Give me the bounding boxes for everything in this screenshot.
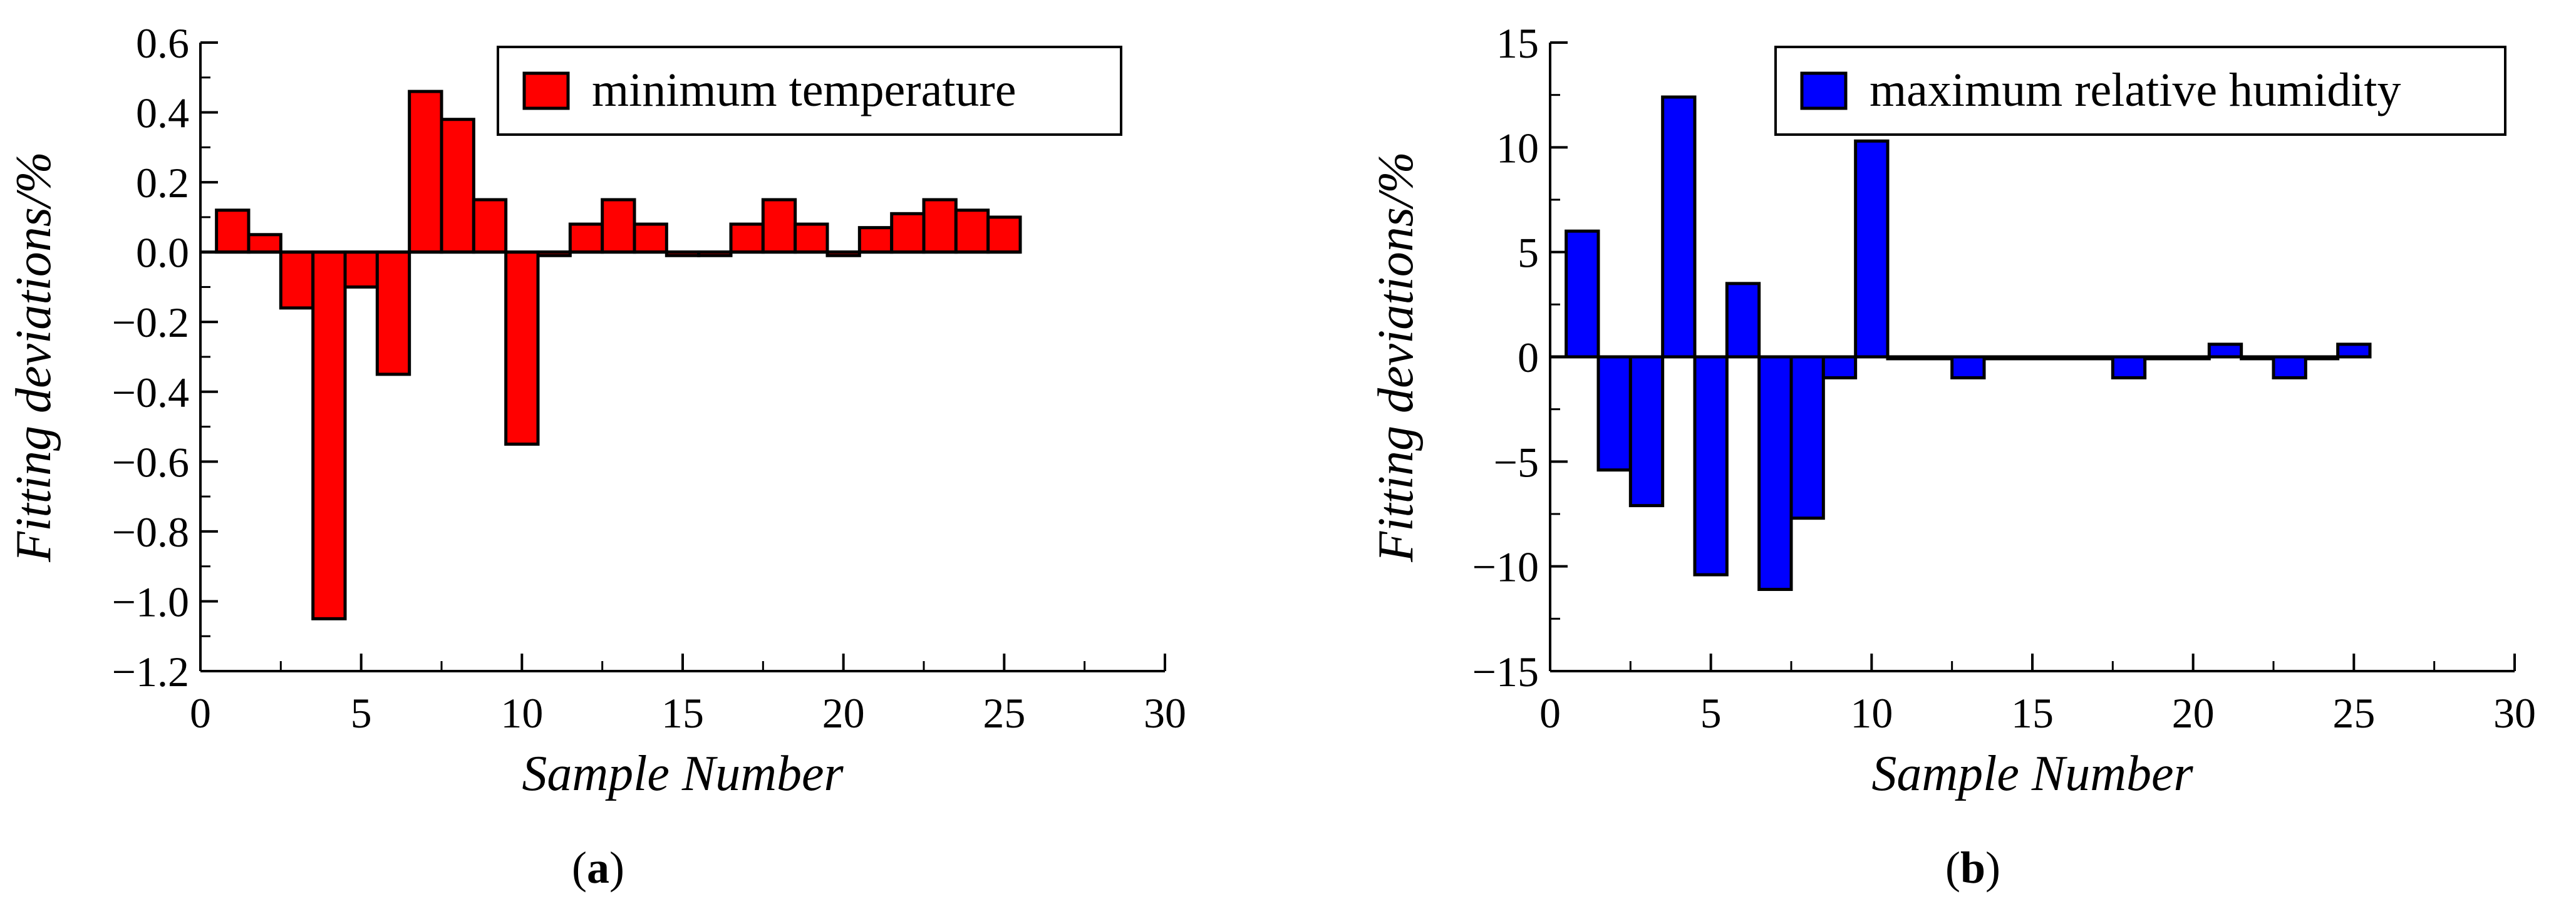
legend-swatch — [522, 71, 570, 110]
y-tick-label: 10 — [1496, 124, 1539, 172]
bar — [247, 233, 282, 254]
bar — [1661, 95, 1697, 359]
y-tick-label: 5 — [1518, 229, 1539, 277]
caption-paren-close: ) — [1985, 843, 2000, 893]
y-tick-label: −10 — [1472, 543, 1539, 591]
y-tick-label: 0.6 — [136, 19, 189, 67]
bar — [857, 226, 894, 254]
x-tick-label: 10 — [1850, 689, 1893, 737]
x-tick-label: 30 — [1144, 689, 1186, 737]
bar — [375, 250, 411, 376]
caption-letter: b — [1960, 843, 1985, 893]
x-tick-label: 15 — [2011, 689, 2054, 737]
panel-caption: (a) — [572, 843, 624, 893]
x-tick-label: 5 — [1700, 689, 1722, 737]
legend-label: minimum temperature — [592, 64, 1016, 116]
y-tick-label: −0.4 — [112, 369, 189, 416]
bar — [794, 222, 829, 254]
bar — [633, 222, 668, 254]
y-tick-label: 0.4 — [136, 90, 189, 137]
bar — [1789, 355, 1825, 520]
bar — [440, 118, 475, 254]
bar — [1757, 355, 1793, 591]
x-axis-title: Sample Number — [522, 746, 844, 801]
bar — [1950, 355, 1986, 379]
y-tick-label: −1.2 — [112, 648, 189, 696]
caption-paren-open: ( — [572, 843, 587, 893]
legend-swatch — [1800, 71, 1848, 110]
x-tick-label: 25 — [2332, 689, 2375, 737]
bar — [1596, 355, 1632, 472]
legend-label: maximum relative humidity — [1870, 64, 2401, 116]
bar — [2272, 355, 2307, 379]
y-tick-label: 0.0 — [136, 229, 189, 277]
bar — [954, 208, 990, 254]
x-tick-label: 20 — [2172, 689, 2215, 737]
bar — [1628, 355, 1665, 508]
y-axis-title: Fitting deviations/% — [1368, 152, 1424, 562]
legend-box — [497, 46, 1122, 136]
x-tick-label: 10 — [500, 689, 543, 737]
bar — [279, 250, 315, 310]
y-tick-label: −1.0 — [112, 578, 189, 625]
panel-caption: (b) — [1945, 843, 2000, 893]
y-tick-label: 15 — [1496, 19, 1539, 67]
x-tick-label: 0 — [1539, 689, 1561, 737]
caption-paren-close: ) — [609, 843, 624, 893]
bar — [986, 215, 1022, 254]
caption-letter: a — [587, 843, 609, 893]
y-tick-label: −5 — [1494, 438, 1539, 486]
y-tick-label: −0.6 — [112, 438, 189, 486]
y-axis-title: Fitting deviations/% — [6, 152, 61, 562]
y-tick-label: −0.2 — [112, 299, 189, 346]
chart-panel-b: −15 −10 −5 0 5 10 15 0 5 10 15 20 25 30 Sample Number F… — [1368, 19, 2536, 893]
x-tick-label: 25 — [983, 689, 1025, 737]
x-tick-label: 15 — [661, 689, 704, 737]
x-tick-label: 0 — [190, 689, 211, 737]
bar — [922, 198, 958, 254]
bar — [761, 198, 797, 254]
bar — [601, 198, 636, 254]
bar — [472, 198, 508, 254]
bar — [1565, 229, 1600, 359]
x-tick-label: 5 — [351, 689, 372, 737]
bar — [729, 222, 765, 254]
bar — [504, 250, 540, 446]
bar — [311, 250, 347, 620]
bar — [2336, 342, 2372, 359]
caption-paren-open: ( — [1945, 843, 1960, 893]
bar — [2111, 355, 2147, 379]
bar — [890, 212, 926, 254]
bar — [1854, 139, 1890, 359]
bar — [2207, 342, 2243, 359]
chart-panel-a: −1.2 −1.0 −0.8 −0.6 −0.4 −0.2 0.0 0.2 0.4 0.6 0 5 10… — [6, 19, 1186, 893]
y-tick-label: −0.8 — [112, 508, 189, 556]
y-tick-label: −15 — [1472, 648, 1539, 696]
x-tick-label: 20 — [822, 689, 865, 737]
bar — [1821, 355, 1858, 379]
bar — [343, 250, 379, 289]
bar — [215, 208, 251, 254]
legend-box — [1774, 46, 2506, 136]
bar — [1725, 282, 1761, 359]
bar — [408, 90, 443, 254]
y-tick-label: 0.2 — [136, 159, 189, 207]
x-axis-title: Sample Number — [1871, 746, 2193, 801]
y-tick-label: 0 — [1518, 334, 1539, 381]
bar — [1693, 355, 1729, 577]
bar — [568, 222, 604, 254]
x-tick-label: 30 — [2493, 689, 2536, 737]
